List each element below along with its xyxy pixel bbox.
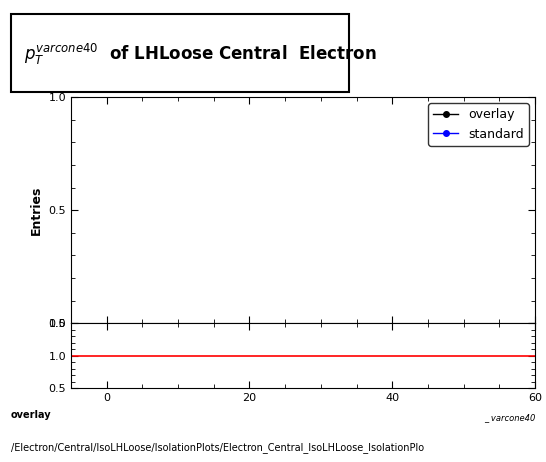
Text: $p_T^{varcone40}$  of LHLoose Central  Electron: $p_T^{varcone40}$ of LHLoose Central Ele… [25, 42, 377, 67]
Text: /Electron/Central/IsoLHLoose/IsolationPlots/Electron_Central_IsoLHLoose_Isolatio: /Electron/Central/IsoLHLoose/IsolationPl… [11, 443, 424, 453]
FancyBboxPatch shape [11, 14, 349, 92]
Legend: overlay, standard: overlay, standard [428, 103, 529, 146]
Text: overlay: overlay [11, 410, 51, 420]
Text: _ varcone40: _ varcone40 [484, 413, 535, 422]
Y-axis label: Entries: Entries [30, 186, 43, 235]
